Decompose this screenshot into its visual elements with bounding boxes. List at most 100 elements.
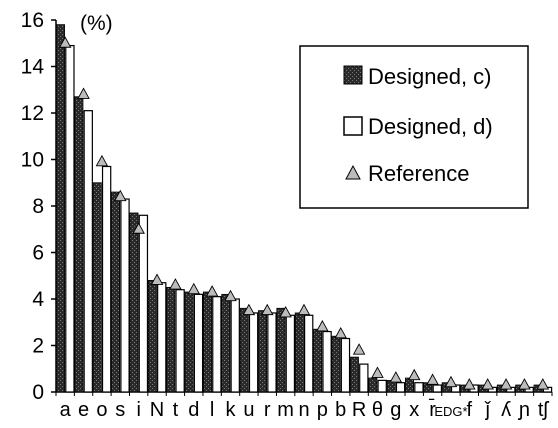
bar-designed-d <box>414 382 424 393</box>
bar-designed-d <box>359 363 369 393</box>
category-label: r <box>264 399 271 421</box>
bar-designed-c <box>111 191 121 393</box>
category-label: d <box>188 399 199 421</box>
bar-designed-c <box>166 286 176 393</box>
bar-designed-c <box>239 307 249 393</box>
reference-marker <box>389 371 403 383</box>
y-tick-label: 14 <box>21 56 45 79</box>
reference-marker <box>297 303 311 316</box>
bar-designed-c <box>349 356 359 393</box>
y-tick-label: 2 <box>32 335 44 358</box>
bar-designed-c <box>129 212 139 393</box>
reference-marker <box>279 306 292 318</box>
reference-marker <box>58 36 72 48</box>
bar-designed-d <box>248 312 259 393</box>
category-label: i <box>136 399 140 421</box>
reference-marker <box>242 303 256 316</box>
reference-marker <box>132 222 145 234</box>
unit-label: (%) <box>80 12 113 35</box>
bar-designed-c <box>441 382 451 393</box>
legend-swatch-designed-c <box>343 65 363 85</box>
bar-designed-c <box>184 291 194 393</box>
bar-designed-c <box>55 24 65 393</box>
category-label: r̄ <box>429 398 437 421</box>
bar-designed-c <box>147 279 157 393</box>
bar-designed-c <box>276 307 286 393</box>
legend-label-designed-d: Designed, d) <box>368 114 493 139</box>
category-label: p <box>317 399 328 421</box>
bar-designed-c <box>258 310 268 393</box>
bar-designed-d <box>193 293 204 393</box>
bar-designed-d <box>157 282 167 393</box>
reference-marker <box>187 282 201 295</box>
bar-designed-d <box>212 296 222 393</box>
reference-marker <box>463 378 476 390</box>
reference-marker <box>499 378 513 390</box>
category-label: N <box>150 399 164 421</box>
bar-designed-d <box>65 44 75 393</box>
category-label: g <box>390 399 401 421</box>
y-tick-label: 16 <box>21 9 44 32</box>
category-label: o <box>96 399 107 421</box>
category-label: x <box>409 399 419 421</box>
category-label: R <box>352 399 366 421</box>
reference-marker <box>169 278 182 290</box>
y-tick-label: 0 <box>32 381 44 404</box>
reference-marker <box>77 87 90 99</box>
bar-designed-d <box>322 330 332 393</box>
category-label: ǰ <box>483 399 491 421</box>
bar-designed-d <box>267 312 277 393</box>
bar-designed-c <box>92 182 102 393</box>
reference-marker <box>352 343 366 355</box>
reference-marker <box>205 285 219 297</box>
reference-marker <box>224 289 237 302</box>
bar-designed-d <box>377 379 387 393</box>
category-label: l <box>210 399 214 421</box>
legend-triangle-icon <box>345 164 361 180</box>
reference-marker <box>260 303 274 316</box>
bar-designed-c <box>313 328 323 393</box>
category-label: ʎ <box>501 399 511 421</box>
bar-designed-c <box>221 293 231 393</box>
y-tick-label: 10 <box>21 149 44 172</box>
category-label: f <box>467 399 473 421</box>
reference-marker <box>371 366 384 378</box>
reference-marker <box>481 378 494 390</box>
bar-designed-d <box>83 110 93 393</box>
bars <box>55 24 553 393</box>
reference-marker <box>444 375 458 388</box>
y-tick-label: 6 <box>32 242 44 265</box>
y-tick-label: 12 <box>21 102 44 125</box>
category-label: EDG* <box>434 404 467 419</box>
bar-designed-c <box>368 377 378 393</box>
y-tick-label: 4 <box>32 288 44 311</box>
bar-designed-c <box>202 291 212 393</box>
category-label: k <box>226 399 237 421</box>
reference-marker <box>426 373 439 385</box>
reference-marker <box>316 319 329 332</box>
bar-designed-d <box>175 289 185 393</box>
bar-designed-d <box>432 384 442 393</box>
legend-box <box>299 45 529 209</box>
category-label: tʃ <box>538 399 550 421</box>
category-label: e <box>78 399 89 421</box>
bar-designed-c <box>331 335 341 393</box>
bar-designed-d <box>101 165 112 393</box>
bar-designed-d <box>340 337 351 393</box>
legend-swatch-designed-d <box>343 116 363 136</box>
legend-label-reference: Reference <box>368 161 470 186</box>
reference-marker <box>407 368 421 381</box>
reference-marker <box>95 154 109 167</box>
bar-designed-d <box>120 198 130 393</box>
category-label: t <box>173 399 179 421</box>
bar-designed-d <box>395 382 406 393</box>
bar-designed-d <box>304 314 314 393</box>
reference-markers <box>58 36 550 390</box>
bar-designed-d <box>285 314 296 393</box>
legend: Designed, c) Designed, d) Reference <box>299 45 529 209</box>
category-label: a <box>60 399 72 421</box>
category-label: m <box>277 399 294 421</box>
category-label: s <box>115 399 125 421</box>
reference-marker <box>536 378 550 390</box>
